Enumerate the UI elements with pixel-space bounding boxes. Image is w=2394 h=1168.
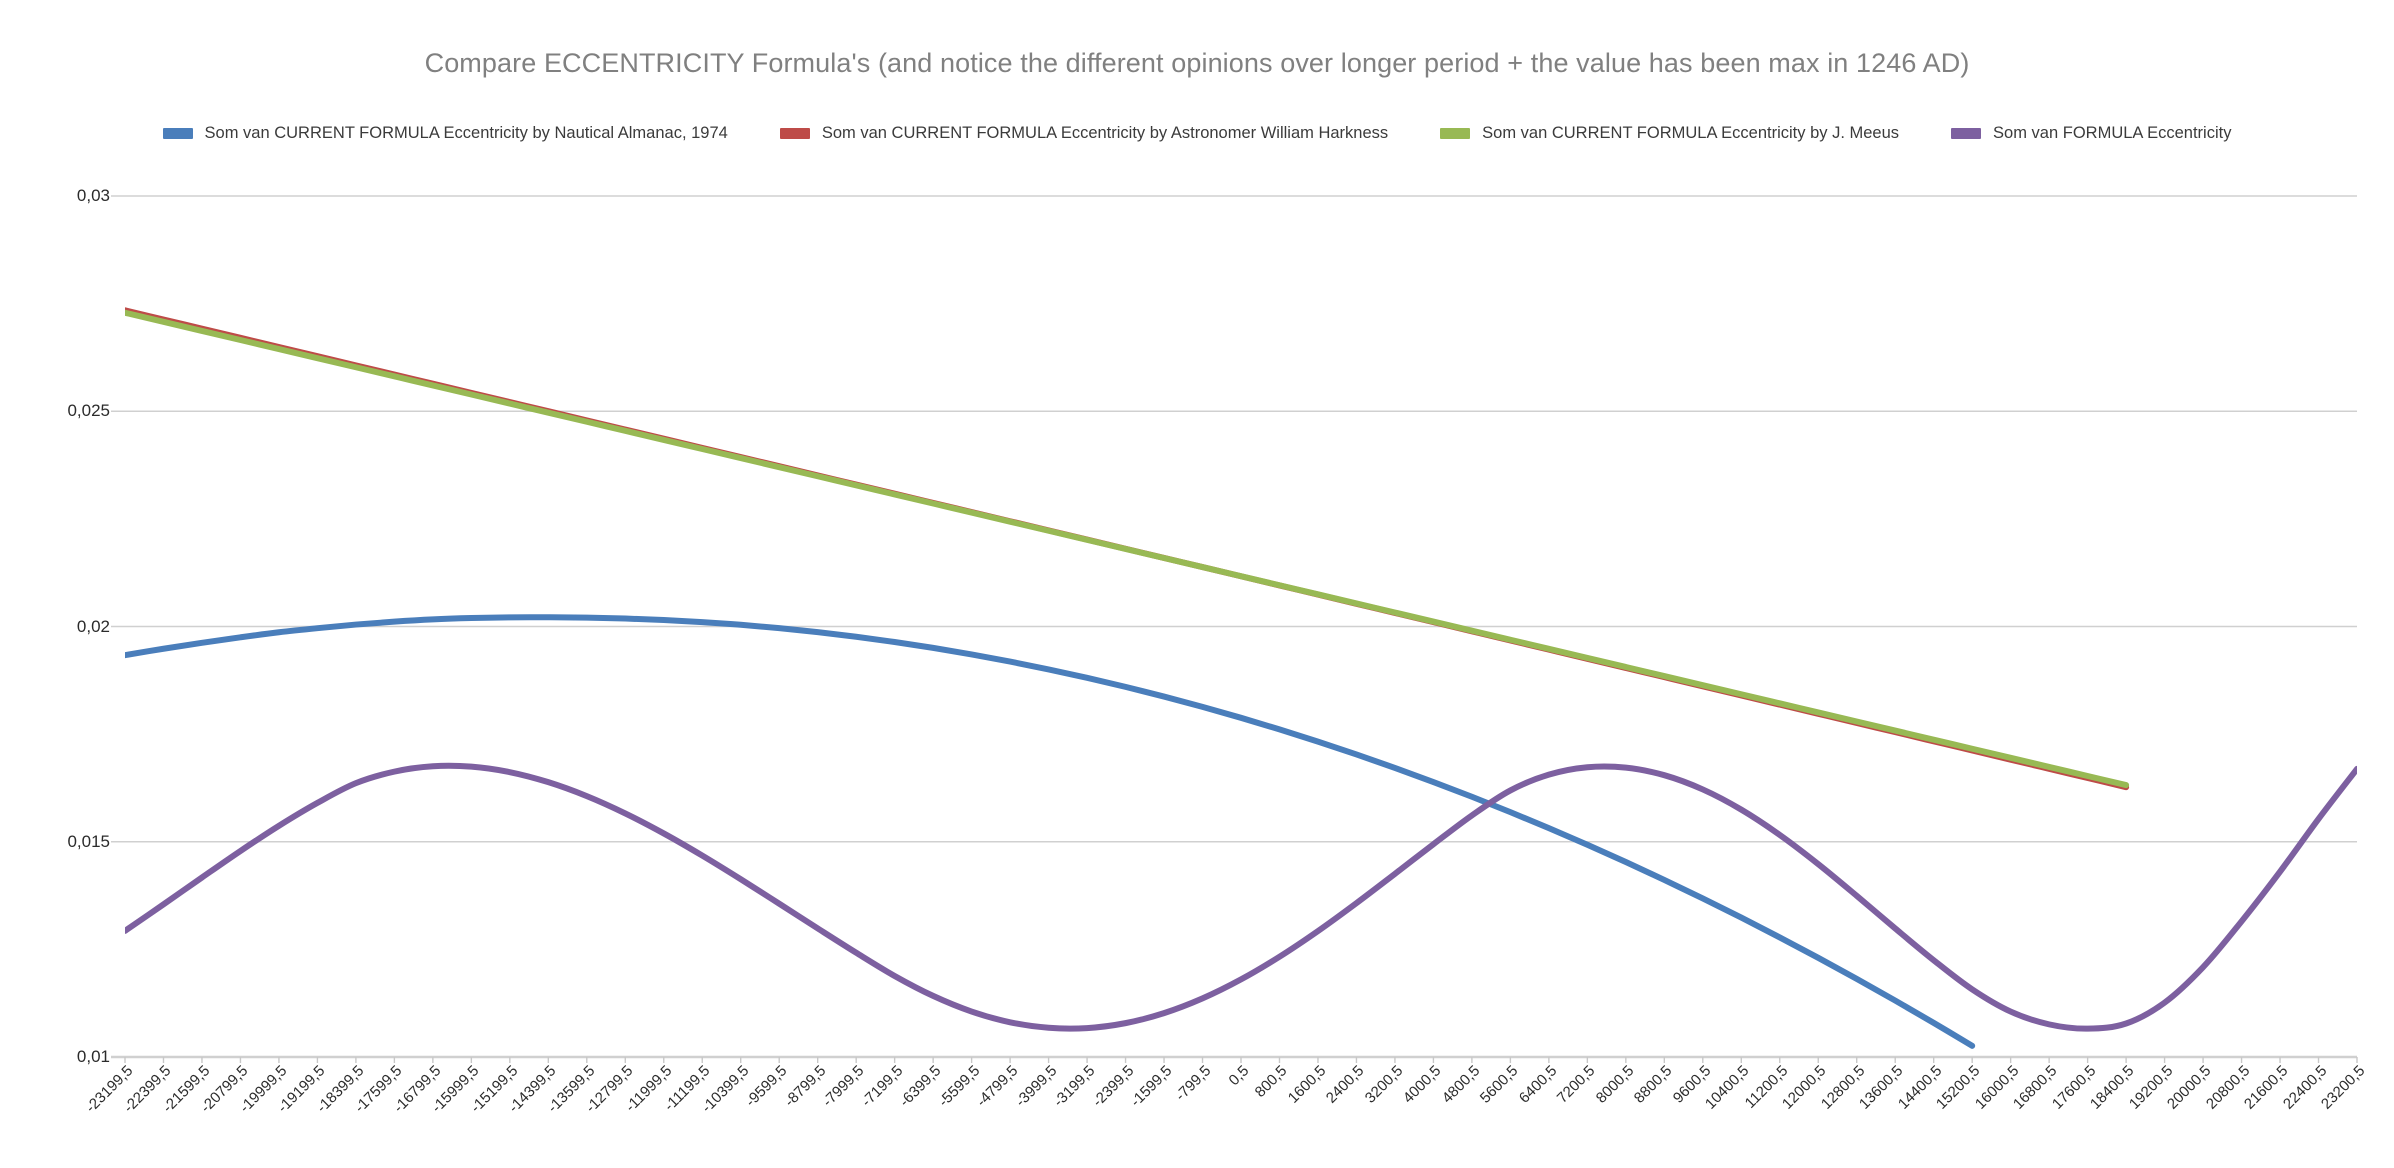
x-axis-tick-label: 4800,5 xyxy=(1438,1062,1484,1107)
y-axis-tick-label: 0,01 xyxy=(76,1047,110,1066)
legend-swatch-icon xyxy=(162,127,193,139)
chart-title: Compare ECCENTRICITY Formula's (and noti… xyxy=(424,48,1970,78)
x-axis-tick-label: 8800,5 xyxy=(1631,1062,1676,1107)
x-axis-tick-label: -3199,5 xyxy=(1050,1062,1099,1111)
plot-svg xyxy=(111,195,2358,1063)
legend-swatch-icon xyxy=(1951,127,1982,139)
series-line[interactable] xyxy=(125,762,2357,1032)
x-axis-tick-label: 0,5 xyxy=(1225,1062,1253,1090)
x-axis-tick-label: 4000,5 xyxy=(1400,1062,1445,1107)
x-axis-tick-label: -8799,5 xyxy=(781,1062,830,1111)
x-axis-tick-label: 1600,5 xyxy=(1284,1062,1330,1107)
x-axis-tick-label: 2400,5 xyxy=(1323,1062,1368,1107)
x-axis-tick-label: -799,5 xyxy=(1171,1062,1214,1105)
x-axis-tick-label: 7200,5 xyxy=(1554,1062,1599,1107)
legend-item-label: Som van CURRENT FORMULA Eccentricity by … xyxy=(204,124,728,142)
x-axis-tick-label: 8000,5 xyxy=(1592,1062,1638,1107)
x-axis-tick-label: -3999,5 xyxy=(1011,1062,1060,1111)
legend-item[interactable]: Som van CURRENT FORMULA Eccentricity by … xyxy=(779,124,1389,142)
x-axis-tick-label: 5600,5 xyxy=(1477,1062,1522,1107)
series-line[interactable] xyxy=(125,309,2130,789)
legend-swatch-icon xyxy=(1440,127,1471,139)
x-axis-tick-label: -7199,5 xyxy=(857,1062,906,1111)
legend-item[interactable]: Som van CURRENT FORMULA Eccentricity by … xyxy=(1440,125,1899,142)
y-axis: 0,01 0,015 0,02 0,025 0,03 xyxy=(48,186,110,1066)
legend-item[interactable]: Som van FORMULA Eccentricity xyxy=(1951,125,2231,142)
y-axis-tick-label: 0,02 xyxy=(76,616,110,636)
chart-legend: Som van CURRENT FORMULA Eccentricity by … xyxy=(0,125,2394,142)
x-axis-tick-label: -2399,5 xyxy=(1088,1062,1137,1111)
y-axis-tick-label: 0,025 xyxy=(67,401,110,421)
legend-swatch-icon xyxy=(779,127,810,139)
y-axis-tick-label: 0,03 xyxy=(76,186,110,205)
x-axis-tick-label: 6400,5 xyxy=(1515,1062,1561,1107)
x-axis-tick-label: -6399,5 xyxy=(896,1062,945,1111)
x-axis-tick-label: -9599,5 xyxy=(742,1062,791,1111)
series-line[interactable] xyxy=(125,614,1976,1049)
legend-item[interactable]: Som van CURRENT FORMULA Eccentricity by … xyxy=(162,124,728,142)
x-axis: -23199,5 -22399,5 -21599,5 -20799,5 -19999,5… xyxy=(82,1057,2368,1168)
legend-item-label: Som van CURRENT FORMULA Eccentricity by … xyxy=(1482,124,1900,142)
x-axis-tick-label: -1599,5 xyxy=(1127,1062,1176,1111)
x-axis-tick-label: -5599,5 xyxy=(934,1062,983,1111)
x-axis-tick-label: -4799,5 xyxy=(973,1062,1022,1111)
y-axis-tick-label: 0,015 xyxy=(67,831,110,851)
legend-item-label: Som van CURRENT FORMULA Eccentricity by … xyxy=(821,124,1389,142)
plot-area xyxy=(111,195,2358,1063)
x-axis-tick-label: -7999,5 xyxy=(819,1062,868,1111)
legend-item-label: Som van FORMULA Eccentricity xyxy=(1993,124,2232,142)
x-axis-tick-label: 3200,5 xyxy=(1361,1062,1407,1107)
